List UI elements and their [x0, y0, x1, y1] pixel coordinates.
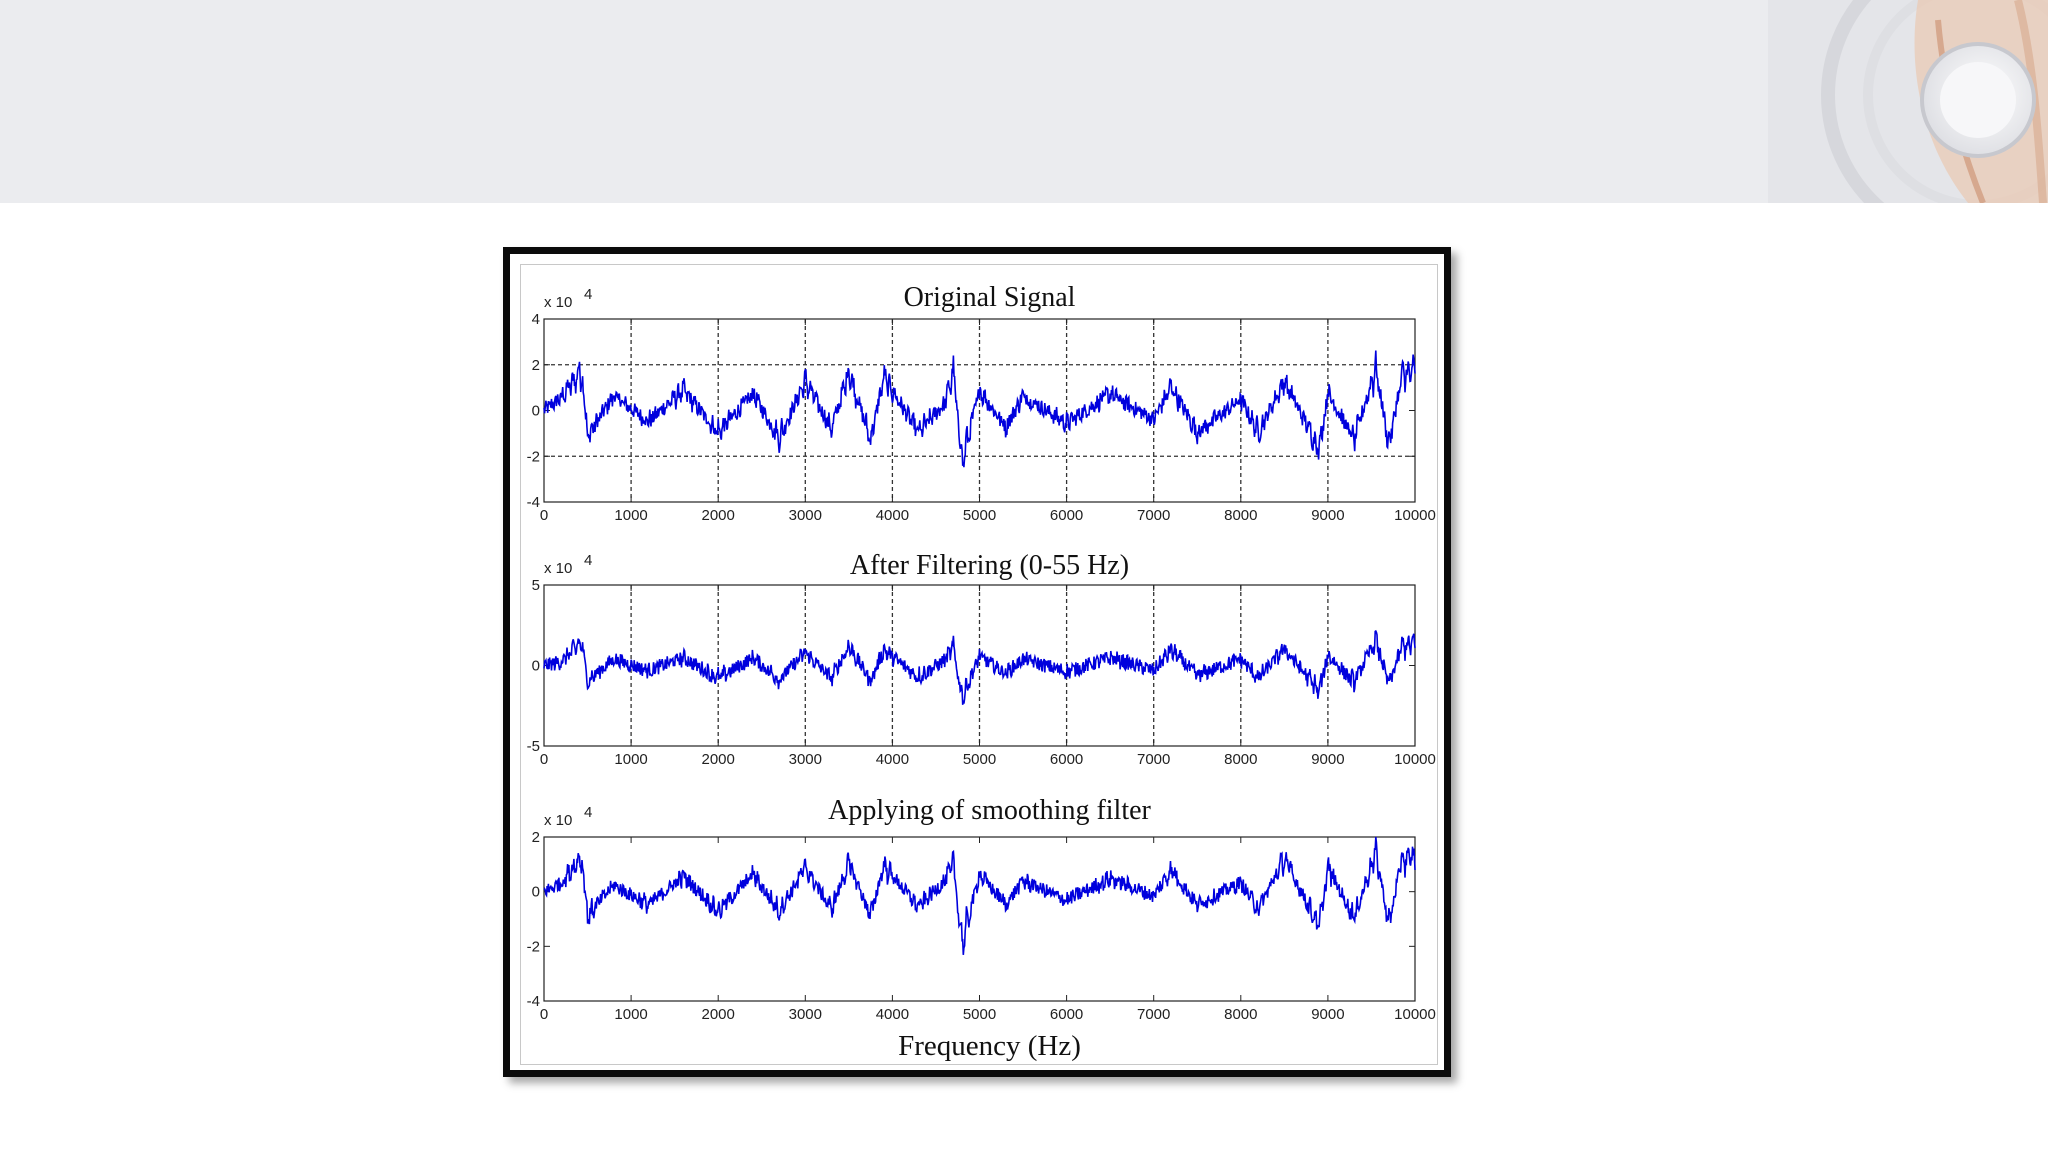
x-tick-label: 9000: [1311, 507, 1344, 524]
x-tick-label: 4000: [876, 1006, 909, 1023]
y-tick-label: -5: [527, 738, 540, 755]
x-tick-label: 2000: [702, 1006, 735, 1023]
y-tick-label: -4: [527, 494, 540, 511]
x-axis-label: Frequency (Hz): [898, 1030, 1081, 1062]
x-tick-label: 2000: [702, 507, 735, 524]
x-tick-label: 7000: [1137, 751, 1170, 768]
y-scale-multiplier: x 10: [544, 560, 572, 577]
y-tick-label: -4: [527, 993, 540, 1010]
subplot-1: Original Signal 0 1000 2000 3000 4000 5000 6000…: [527, 282, 1436, 524]
x-tick-label: 6000: [1050, 751, 1083, 768]
x-tick-label: 0: [540, 1006, 548, 1023]
y-scale-multiplier: x 10: [544, 812, 572, 829]
x-tick-label: 4000: [876, 507, 909, 524]
x-tick-label: 7000: [1137, 507, 1170, 524]
x-tick-label: 4000: [876, 751, 909, 768]
y-tick-label: 0: [532, 884, 540, 901]
slide-header-band: [0, 0, 2048, 203]
x-tick-label: 3000: [789, 1006, 822, 1023]
x-tick-label: 0: [540, 751, 548, 768]
x-tick-label: 8000: [1224, 1006, 1257, 1023]
y-scale-exponent: 4: [584, 286, 592, 303]
x-tick-label: 5000: [963, 751, 996, 768]
y-scale-exponent: 4: [584, 804, 592, 821]
x-tick-label: 6000: [1050, 507, 1083, 524]
subplot-3: Applying of smoothing filter 0 1000 2000 300…: [527, 795, 1436, 1062]
subplot-2: After Filtering (0-55 Hz)0 1000 2000 3000 40…: [527, 550, 1436, 768]
y-tick-label: 2: [532, 829, 540, 846]
figure-inner-border: [520, 264, 1438, 1065]
header-stethoscope-image: [1768, 0, 2048, 203]
y-scale-exponent: 4: [584, 552, 592, 569]
y-tick-label: 2: [532, 357, 540, 374]
x-tick-label: 3000: [789, 507, 822, 524]
y-tick-label: 0: [532, 658, 540, 675]
x-tick-label: 2000: [702, 751, 735, 768]
x-tick-label: 10000: [1394, 507, 1436, 524]
x-tick-label: 5000: [963, 1006, 996, 1023]
figure-frame: Original Signal 0 1000 2000 3000 4000 5000 6000…: [503, 247, 1451, 1077]
x-tick-label: 9000: [1311, 1006, 1344, 1023]
signal-series-line: [543, 629, 1416, 705]
x-tick-label: 8000: [1224, 751, 1257, 768]
x-tick-label: 10000: [1394, 751, 1436, 768]
x-tick-label: 1000: [614, 751, 647, 768]
plot-area: [543, 836, 1416, 1002]
x-tick-label: 0: [540, 507, 548, 524]
y-scale-multiplier: x 10: [544, 294, 572, 311]
subplot-title: Applying of smoothing filter: [828, 795, 1151, 826]
x-tick-label: 5000: [963, 507, 996, 524]
subplot-title: After Filtering (0-55 Hz): [850, 550, 1129, 581]
y-tick-label: -2: [527, 448, 540, 465]
x-tick-label: 9000: [1311, 751, 1344, 768]
y-tick-label: 4: [532, 311, 540, 328]
x-tick-label: 8000: [1224, 507, 1257, 524]
subplot-title: Original Signal: [904, 282, 1076, 313]
x-tick-label: 3000: [789, 751, 822, 768]
y-tick-label: -2: [527, 938, 540, 955]
signal-series-line: [543, 350, 1416, 468]
y-tick-label: 0: [532, 403, 540, 420]
x-tick-label: 6000: [1050, 1006, 1083, 1023]
y-tick-label: 5: [532, 577, 540, 594]
x-tick-label: 10000: [1394, 1006, 1436, 1023]
x-tick-label: 1000: [614, 507, 647, 524]
signal-series-line: [543, 836, 1416, 955]
x-tick-label: 1000: [614, 1006, 647, 1023]
x-tick-label: 7000: [1137, 1006, 1170, 1023]
